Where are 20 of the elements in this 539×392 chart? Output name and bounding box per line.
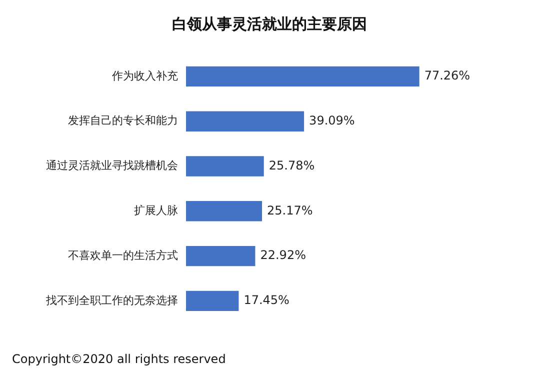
data-label: 22.92% [260,248,306,262]
bar [186,111,304,132]
y-tick-label: 通过灵活就业寻找跳槽机会 [46,159,178,172]
bar [186,66,420,87]
data-label: 77.26% [424,68,470,83]
bar [186,201,262,222]
text: Copyright©2020 all rights reserved [11,352,227,366]
y-tick-label: 不喜欢单一的生活方式 [68,248,178,262]
data-label: 17.45% [244,293,290,308]
y-tick-label: 作为收入补充 [111,69,178,82]
data-label: 25.17% [267,203,313,218]
y-tick-label: 找不到全职工作的无奈选择 [45,294,178,307]
bar [186,290,239,312]
chart-title: 白领从事灵活就业的主要原因 [172,14,367,33]
data-label: 25.78% [268,158,315,172]
data-label: 39.09% [309,113,355,128]
y-tick-label: 扩展人脉 [134,204,178,218]
y-tick-label: 发挥自己的专长和能力 [68,114,178,128]
bar [186,156,264,176]
bar [186,246,256,266]
